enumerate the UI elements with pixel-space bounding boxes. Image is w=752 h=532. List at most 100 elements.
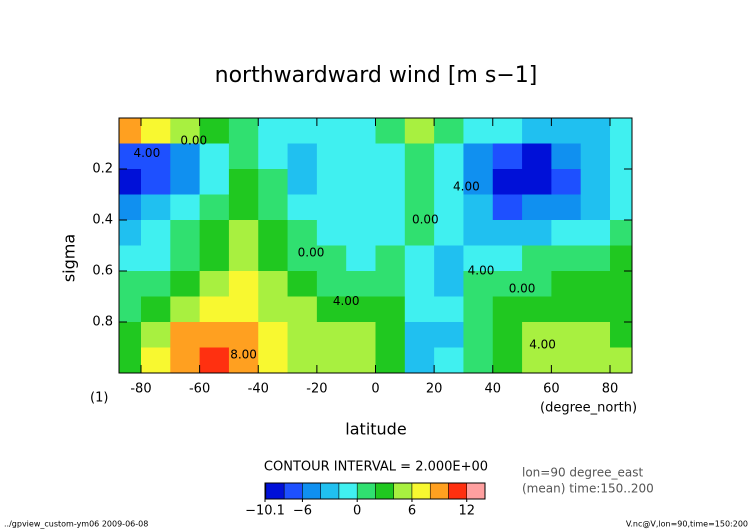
field-cell [492,194,523,221]
x-axis-label: latitude [345,420,406,439]
field-cell [140,143,171,170]
field-cell [522,118,552,144]
field-cell [551,143,582,170]
field-cell [375,118,406,144]
field-cell [375,220,406,246]
y-tick-label: 0.2 [92,162,113,177]
x-tick-label: -40 [248,382,269,397]
field-cell [375,143,406,170]
field-cell [346,347,376,373]
x-unit: (degree_north) [540,401,637,416]
field-cell [551,271,582,297]
colorbar-tick-label: 0 [353,504,361,519]
colorbar-box [356,482,376,500]
field-cell [258,194,289,221]
field-cell [287,347,318,373]
field-cell [580,271,611,297]
field-cell [228,322,259,348]
field-cell [228,296,259,323]
field-cell [119,143,142,170]
field-cell [170,271,201,297]
field-cell [228,271,259,297]
field-cell [170,118,201,144]
field-cell [119,245,142,272]
field-cell [492,347,523,373]
y-tick-label: 0.6 [92,264,113,279]
y-unit: (1) [90,391,108,406]
field-cell [551,347,582,373]
field-cell [404,347,435,373]
field-cell [434,347,464,373]
field-cell [463,194,494,221]
field-cell [610,118,632,144]
field-cell [375,194,406,221]
field-cell [119,169,142,195]
contour-label: 8.00 [230,348,257,362]
field-cell [375,322,406,348]
field-cell [346,118,376,144]
field-cell [580,118,611,144]
field-cell [140,169,171,195]
field-cell [492,322,523,348]
field-cell [463,245,494,272]
info: (mean) time:150..200 [522,482,654,496]
colorbar-box [411,482,431,500]
field-cell [610,220,632,246]
y-tick-label: 0.4 [92,213,113,228]
colorbar-box [429,482,449,500]
contour-label: 0.00 [412,213,439,227]
field-cell [346,220,376,246]
x-tick-label: -60 [189,382,210,397]
field-cell [404,118,435,144]
field-cell [551,296,582,323]
field-cell [434,220,464,246]
field-cell [375,169,406,195]
colorbar-box [302,482,321,500]
field-cell [316,143,347,170]
field-cell [199,169,230,195]
field-cell [170,169,201,195]
field-cell [316,296,347,323]
field-cell [316,194,347,221]
field-cell [580,322,611,348]
x-tick-label: 80 [602,382,619,397]
field-cell [258,220,289,246]
field-cell [463,143,494,170]
contour-label: 0.00 [298,246,325,260]
field-cell [199,347,230,373]
field-cell [610,245,632,272]
colorbar-box [393,482,413,500]
field-cell [375,271,406,297]
field-cell [258,169,289,195]
field-cell [551,118,582,144]
contour-label: 4.00 [468,264,495,278]
field-cell [228,194,259,221]
field-cell [404,271,435,297]
field-cell [258,118,289,144]
colorbar-tick-label: −6 [293,504,312,519]
field-cell [522,169,552,195]
contour-label: 0.00 [180,133,207,147]
field-cell [346,169,376,195]
field-cell [404,322,435,348]
footer-left: ../gpview_custom-ym06 2009-06-08 [4,520,148,529]
field-cell [463,296,494,323]
field-cell [610,169,632,195]
field-cell [463,271,494,297]
field-cell [375,296,406,323]
field-cell [228,347,259,373]
colorbar-box [448,482,467,500]
field-cell [434,271,464,297]
colorbar-frame [264,482,486,500]
field-cell [228,220,259,246]
field-cell [580,169,611,195]
field-cell [610,143,632,170]
field-cell [580,194,611,221]
field-cell [170,322,201,348]
y-tick-label: 0.8 [92,315,113,330]
field-cell [463,347,494,373]
field-cell [346,194,376,221]
field-cell [492,296,523,323]
field-cell [434,296,464,323]
